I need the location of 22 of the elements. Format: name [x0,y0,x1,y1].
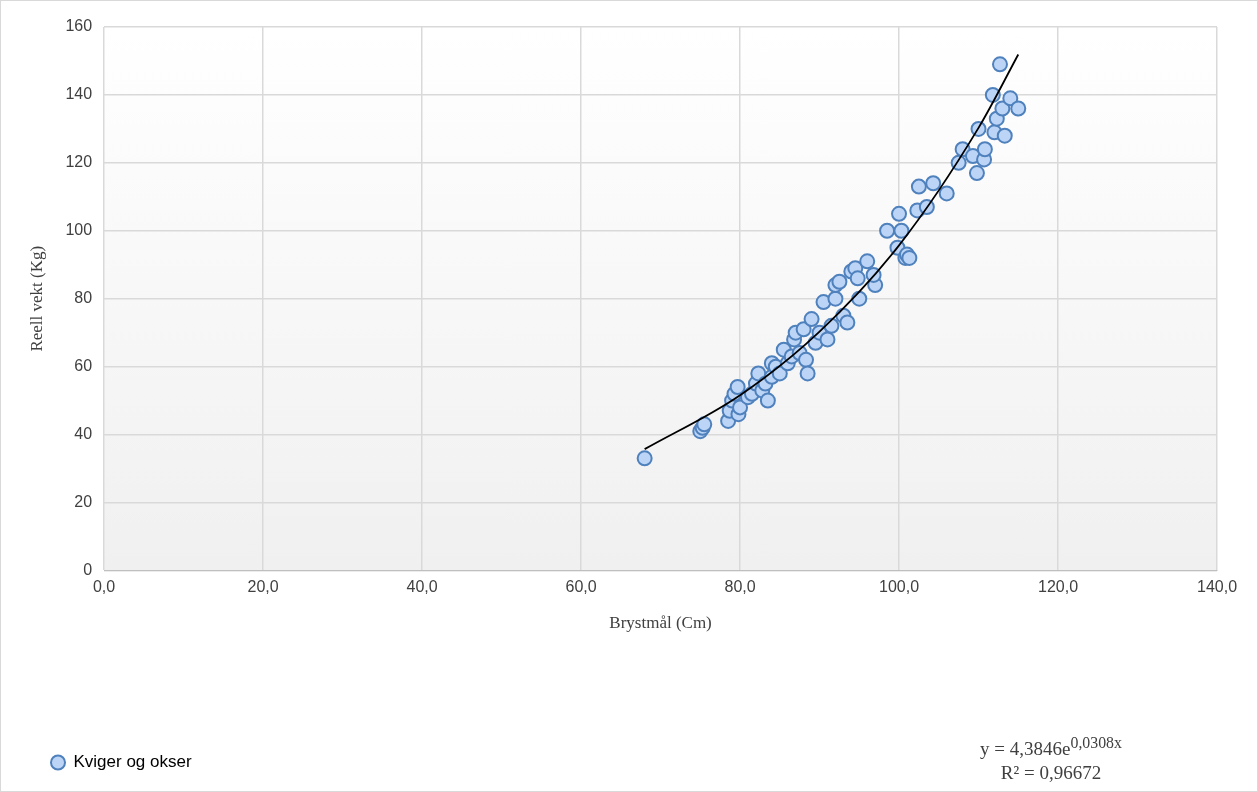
x-tick-label: 80,0 [724,578,756,596]
x-tick-label: 40,0 [406,578,438,596]
x-tick-label: 20,0 [247,578,279,596]
y-tick-label: 160 [65,17,93,35]
x-axis-title: Brystmål (Cm) [609,613,712,633]
y-tick-label: 140 [65,85,93,103]
x-tick-label: 0,0 [92,578,116,596]
y-tick-label: 0 [83,560,93,578]
y-axis-title: Reell vekt (Kg) [26,245,46,352]
y-tick-label: 100 [65,221,93,239]
y-tick-label: 120 [65,153,93,171]
x-tick-label: 60,0 [565,578,597,596]
x-tick-label: 120,0 [1037,578,1079,596]
text: R² = 0,96672 [999,761,1103,786]
x-tick-label: 140,0 [1196,578,1238,596]
y-tick-label: 80 [74,289,93,307]
y-tick-label: 20 [74,492,93,510]
legend-label: Kviger og okser [73,752,192,772]
y-tick-label: 60 [74,357,93,375]
y-tick-label: 40 [74,424,93,442]
text: y = 4,3846e$^{0,0308x}$ [979,733,1123,762]
x-tick-label: 100,0 [879,578,920,596]
